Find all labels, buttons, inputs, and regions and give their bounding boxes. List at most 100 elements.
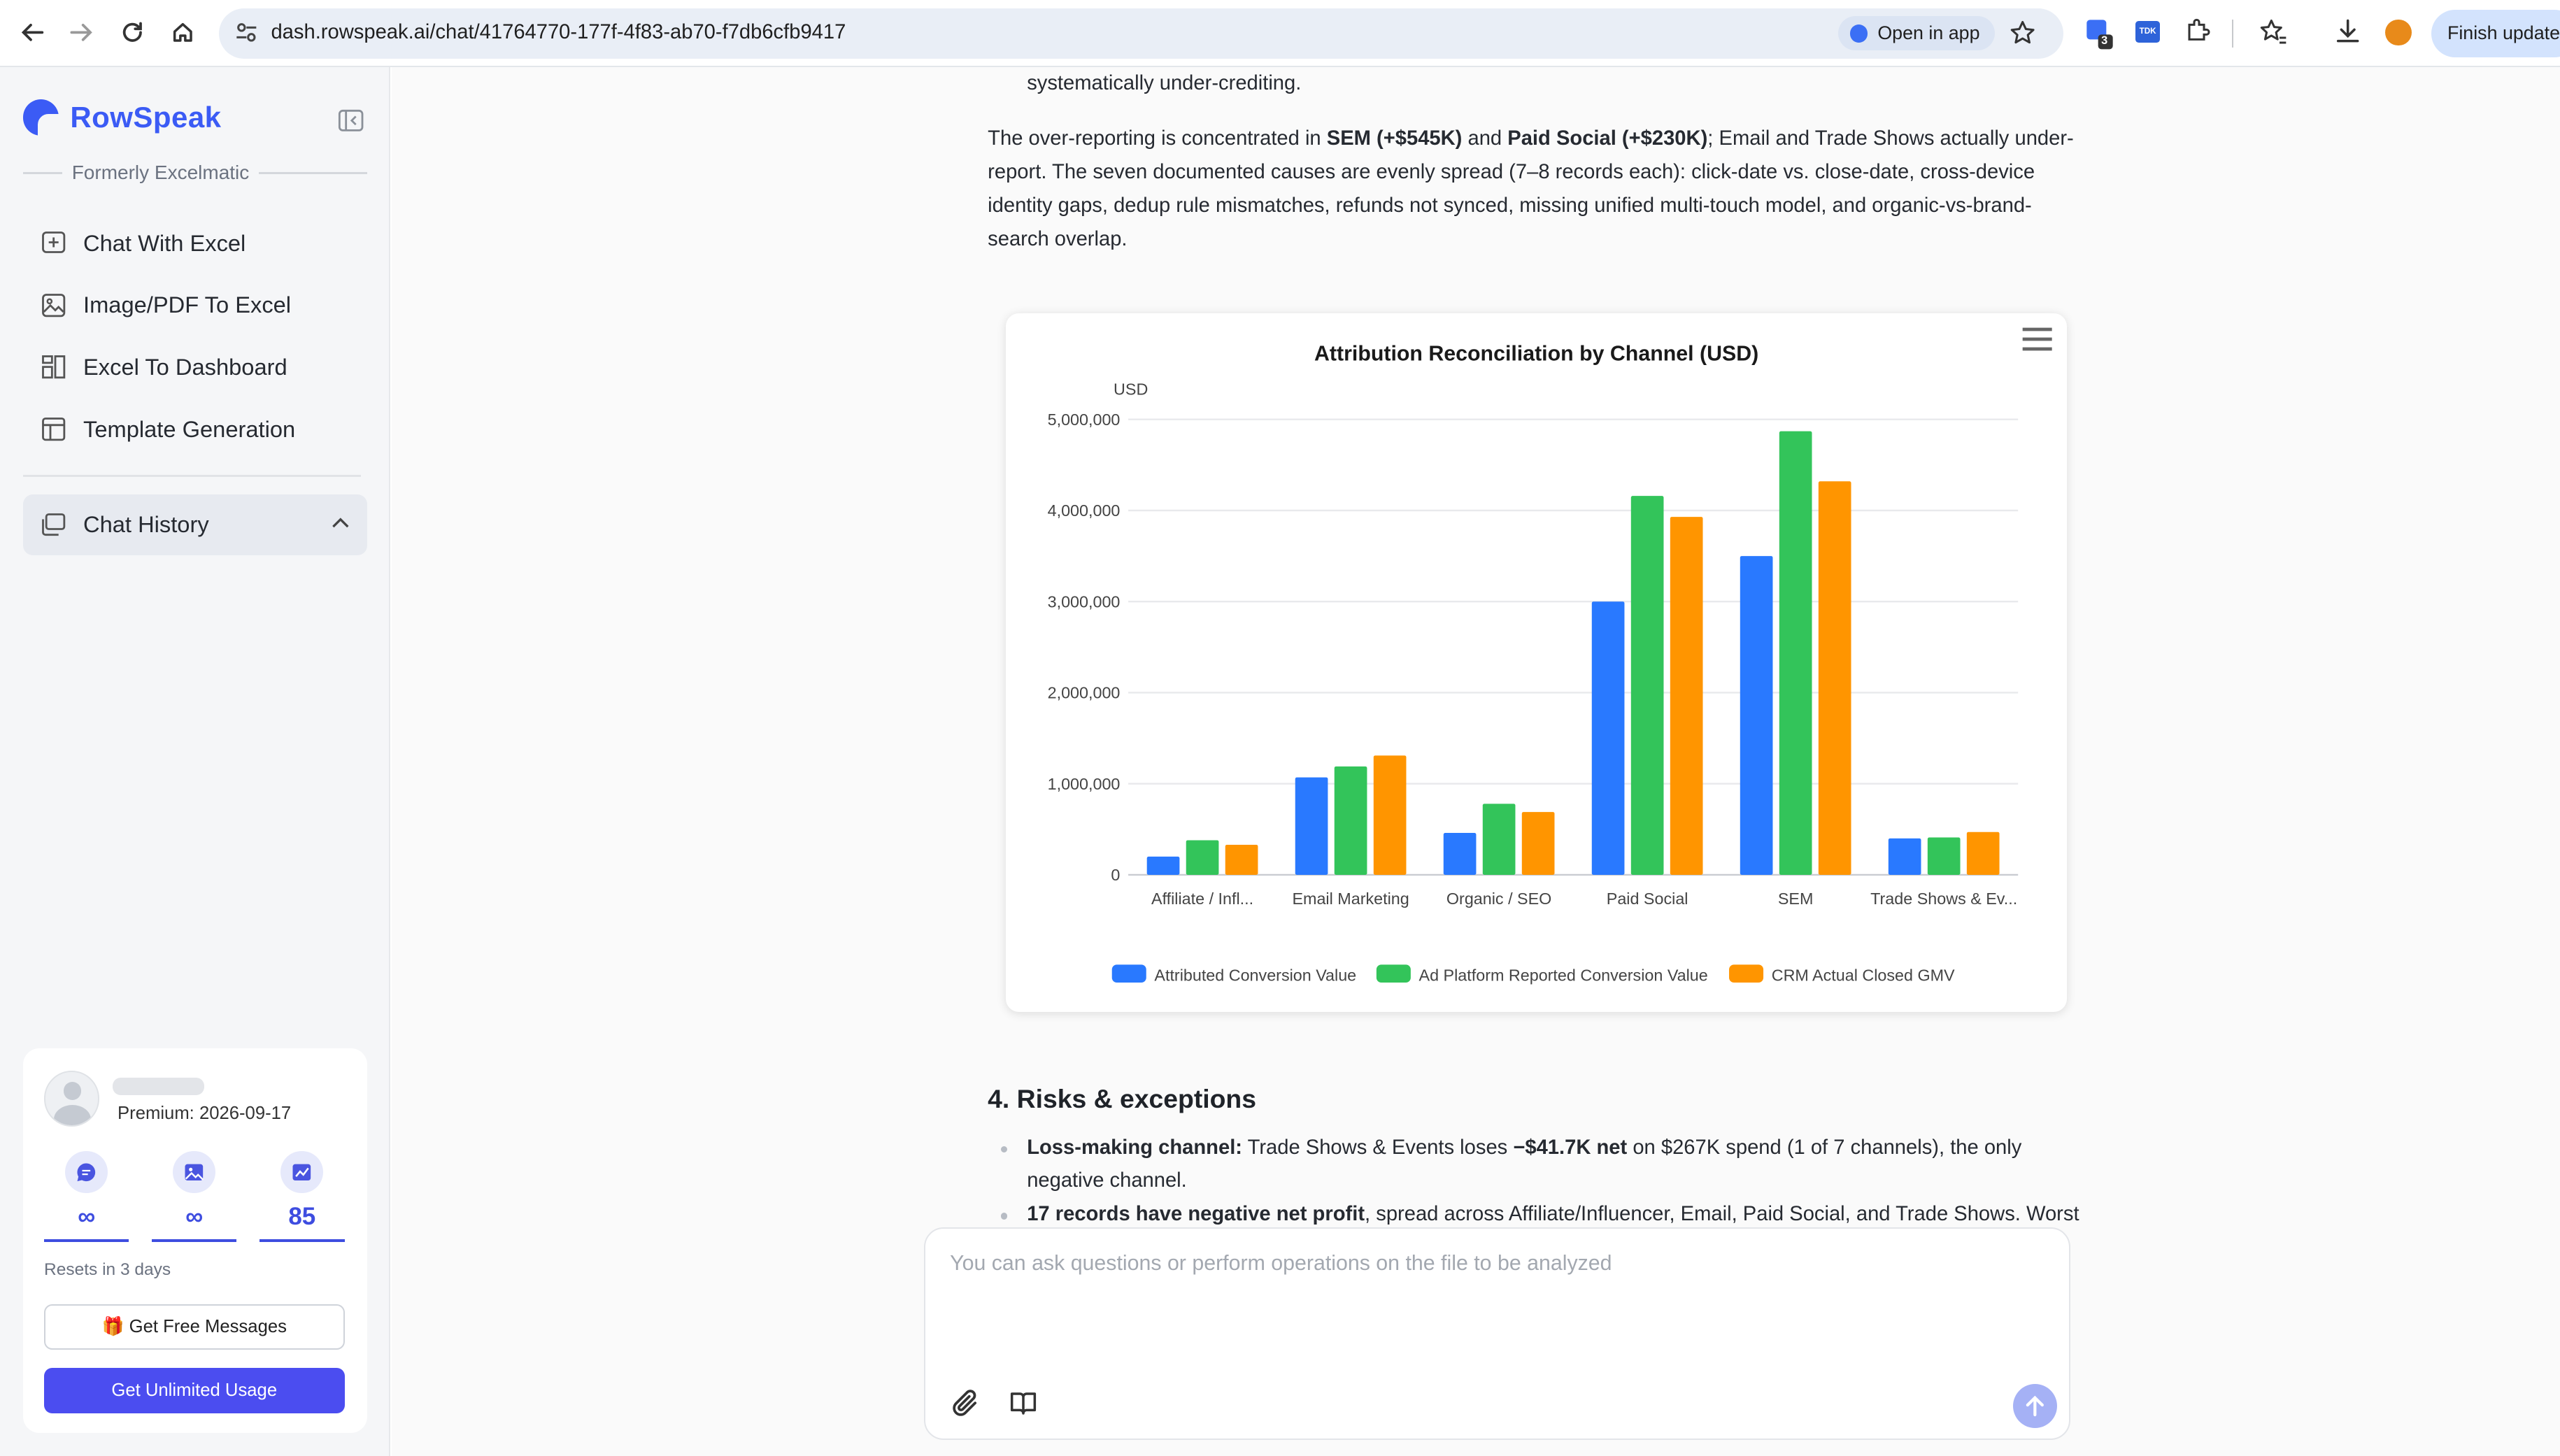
- avatar: [44, 1071, 100, 1127]
- chat-composer: [924, 1227, 2070, 1440]
- chart-icon: [280, 1150, 324, 1194]
- chat-input[interactable]: [950, 1251, 2028, 1276]
- get-free-messages-button[interactable]: 🎁 Get Free Messages: [44, 1304, 345, 1350]
- sidebar-item-label: Template Generation: [83, 415, 296, 442]
- bar-1: [1334, 766, 1367, 876]
- tdk-label: TDK: [2139, 27, 2156, 36]
- bar-0: [1591, 601, 1625, 876]
- risks-list: Loss-making channel: Trade Shows & Event…: [988, 1132, 2090, 1232]
- sidebar-item-image-pdf-to-excel[interactable]: Image/PDF To Excel: [23, 276, 368, 334]
- previous-fragment: systematically under-crediting.: [1027, 71, 1302, 94]
- formerly-caption: Formerly Excelmatic: [22, 160, 368, 186]
- toolbar-divider: [2231, 20, 2234, 48]
- text-run: The over-reporting is concentrated in: [988, 127, 1327, 150]
- chat-history-toggle[interactable]: Chat History: [22, 494, 368, 555]
- extensions-button[interactable]: [2184, 18, 2210, 50]
- bold-text: Loss-making channel:: [1027, 1136, 1243, 1159]
- bookmark-star-icon[interactable]: [2010, 20, 2035, 45]
- bar-1: [1927, 837, 1961, 876]
- app-logo-icon: [1849, 24, 1868, 43]
- tdk-extension-button[interactable]: TDK: [2135, 21, 2161, 43]
- text-run: ; Email and Trade Shows actually under-r…: [988, 127, 2074, 250]
- text-run: Trade Shows & Events loses: [1242, 1136, 1514, 1159]
- bookmarks-button[interactable]: [2260, 18, 2288, 52]
- chat-history-icon: [41, 512, 66, 538]
- resets-text: Resets in 3 days: [44, 1259, 171, 1279]
- home-icon: [173, 23, 192, 43]
- list-item: Loss-making channel: Trade Shows & Event…: [988, 1132, 2090, 1199]
- user-card: Premium: 2026-09-17 ∞ ∞ 85 Resets in 3 d…: [22, 1048, 368, 1434]
- open-in-app-label: Open in app: [1877, 22, 1980, 44]
- bold-text: Paid Social (+$230K): [1507, 127, 1708, 150]
- chart-menu-icon[interactable]: [2019, 324, 2055, 354]
- forward-button[interactable]: [65, 16, 98, 49]
- chart-card: Attribution Reconciliation by Channel (U…: [1005, 313, 2068, 1013]
- x-tick-label: Trade Shows & Ev...: [1870, 890, 2017, 908]
- messages-stat: ∞: [44, 1150, 129, 1243]
- bar-1: [1779, 431, 1812, 876]
- downloads-button[interactable]: [2335, 18, 2361, 50]
- bar-2: [1966, 832, 2000, 876]
- legend-swatch: [1111, 964, 1146, 983]
- sidebar-divider: [22, 475, 361, 477]
- y-tick-label: 4,000,000: [1047, 501, 1120, 520]
- image-icon: [41, 292, 66, 318]
- home-button[interactable]: [166, 16, 199, 49]
- x-tick-label: SEM: [1778, 890, 1814, 908]
- formerly-text: Formerly Excelmatic: [71, 162, 250, 184]
- sidebar: RowSpeak Formerly Excelmatic Chat With E…: [0, 66, 390, 1456]
- bar-1: [1186, 840, 1219, 876]
- chat-main: systematically under-crediting. The over…: [392, 66, 2560, 1456]
- legend-swatch: [1376, 964, 1411, 983]
- bar-0: [1146, 857, 1180, 876]
- finish-update-button[interactable]: Finish update: [2431, 10, 2560, 57]
- bold-text: −$41.7K net: [1513, 1136, 1628, 1159]
- paperclip-icon[interactable]: [950, 1387, 983, 1420]
- attribution-bar-chart: Attribution Reconciliation by Channel (U…: [1047, 343, 2019, 985]
- x-tick-label: Affiliate / Infl...: [1151, 890, 1253, 908]
- reload-button[interactable]: [116, 16, 149, 49]
- arrow-up-icon: [2026, 1395, 2044, 1417]
- download-icon: [2336, 19, 2359, 43]
- list-item: 17 records have negative net profit, spr…: [988, 1198, 2090, 1232]
- template-icon: [41, 416, 66, 442]
- chat-plus-icon: [41, 230, 66, 256]
- section-heading: 4. Risks & exceptions: [988, 1083, 1256, 1113]
- y-tick-label: 5,000,000: [1047, 411, 1120, 429]
- site-settings-icon[interactable]: [235, 21, 258, 44]
- legend-swatch: [1728, 964, 1763, 983]
- address-bar[interactable]: dash.rowspeak.ai/chat/41764770-177f-4f83…: [218, 8, 2064, 59]
- premium-expiry: Premium: 2026-09-17: [118, 1103, 292, 1123]
- bar-0: [1443, 833, 1477, 876]
- images-value: ∞: [185, 1203, 204, 1231]
- sidebar-item-label: Image/PDF To Excel: [83, 292, 292, 318]
- bar-1: [1482, 804, 1516, 876]
- sidebar-item-chat-with-excel[interactable]: Chat With Excel: [23, 214, 368, 273]
- sidebar-item-excel-to-dashboard[interactable]: Excel To Dashboard: [23, 338, 368, 397]
- send-button[interactable]: [2012, 1384, 2057, 1429]
- collapse-sidebar-icon[interactable]: [338, 109, 364, 132]
- text-run: on $267K spend (1 of 7 channels), the on…: [1027, 1136, 2022, 1192]
- sidebar-item-label: Chat With Excel: [83, 229, 246, 256]
- back-button[interactable]: [16, 16, 49, 49]
- open-in-app-button[interactable]: Open in app: [1838, 16, 1995, 51]
- bar-2: [1670, 517, 1703, 876]
- sidebar-item-template-generation[interactable]: Template Generation: [23, 400, 368, 459]
- sidebar-item-label: Excel To Dashboard: [83, 354, 287, 380]
- get-unlimited-usage-button[interactable]: Get Unlimited Usage: [44, 1368, 345, 1414]
- bar-2: [1225, 845, 1258, 876]
- brand-logo[interactable]: RowSpeak: [22, 99, 222, 136]
- tabs-extension-icon: [2086, 20, 2113, 50]
- image-icon: [173, 1150, 216, 1194]
- book-icon[interactable]: [1009, 1389, 1038, 1418]
- chevron-up-icon: [332, 517, 349, 527]
- bar-2: [1373, 755, 1407, 876]
- url-text[interactable]: dash.rowspeak.ai/chat/41764770-177f-4f83…: [271, 21, 846, 44]
- reload-icon: [122, 22, 142, 43]
- profile-avatar-button[interactable]: [2385, 20, 2412, 46]
- puzzle-icon: [2188, 18, 2210, 41]
- dashboards-stat: 85: [259, 1150, 345, 1243]
- x-tick-label: Paid Social: [1607, 890, 1688, 908]
- extension-tabs-button[interactable]: 3: [2085, 18, 2114, 57]
- bar-2: [1521, 812, 1555, 876]
